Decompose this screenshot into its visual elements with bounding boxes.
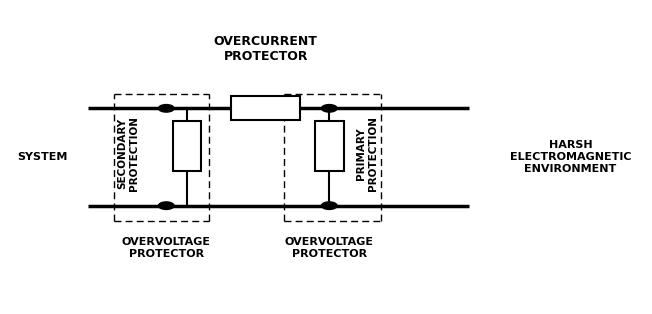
- Text: OVERCURRENT
PROTECTOR: OVERCURRENT PROTECTOR: [214, 35, 318, 63]
- Bar: [231, 96, 300, 120]
- Text: SECONDARY
PROTECTION: SECONDARY PROTECTION: [117, 116, 140, 191]
- Text: OVERVOLTAGE
PROTECTOR: OVERVOLTAGE PROTECTOR: [122, 237, 211, 259]
- Bar: [173, 121, 201, 171]
- Circle shape: [321, 105, 337, 112]
- Text: HARSH
ELECTROMAGNETIC
ENVIRONMENT: HARSH ELECTROMAGNETIC ENVIRONMENT: [510, 140, 631, 174]
- Circle shape: [321, 202, 337, 209]
- Text: PRIMARY
PROTECTION: PRIMARY PROTECTION: [356, 116, 378, 191]
- Text: SYSTEM: SYSTEM: [17, 152, 68, 162]
- Circle shape: [158, 105, 174, 112]
- Bar: [315, 121, 344, 171]
- Circle shape: [158, 202, 174, 209]
- Text: OVERVOLTAGE
PROTECTOR: OVERVOLTAGE PROTECTOR: [285, 237, 374, 259]
